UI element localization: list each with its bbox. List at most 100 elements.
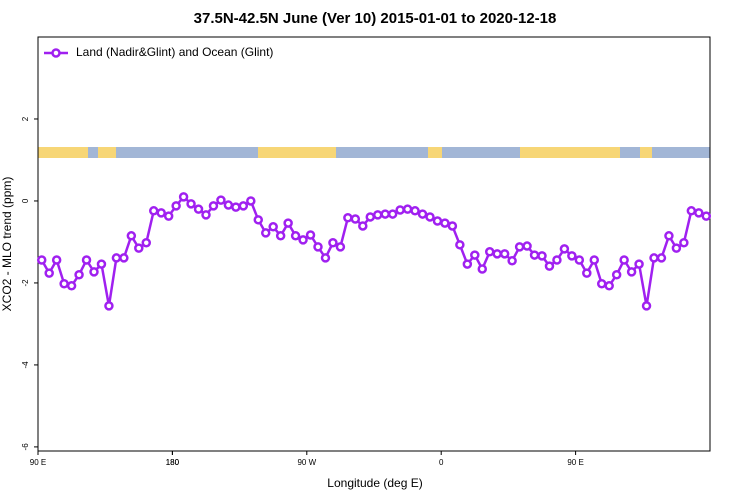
data-point [387,209,398,219]
data-point [395,205,405,215]
y-axis-label: XCO2 - MLO trend (ppm) [0,177,14,312]
data-point [537,251,547,261]
data-point [134,243,144,253]
data-point [679,238,689,248]
data-point [275,231,286,241]
data-point [611,269,622,280]
data-point [36,255,47,265]
data-point [567,251,577,261]
data-point [328,238,338,248]
data-point [66,281,77,291]
data-point [298,235,308,245]
map-strip [38,147,710,158]
y-tick-label: -6 [21,443,30,451]
data-point [641,301,652,311]
data-point [470,250,480,260]
data-point [499,249,510,259]
data-point [417,209,428,219]
data-point [313,242,323,252]
data-point [350,214,361,224]
data-point [559,244,570,254]
data-point [522,241,532,251]
data-point [171,201,181,211]
y-tick-label: 2 [21,116,30,121]
y-tick-label: -4 [21,361,30,369]
data-point [664,231,674,241]
data-point [694,208,704,218]
data-point [492,249,502,259]
data-point [141,238,152,248]
data-point [604,281,614,291]
data-point [51,255,62,265]
data-point [529,250,540,260]
data-point [231,202,241,212]
data-point [305,230,316,240]
data-point [156,208,166,218]
x-tick-label: 90 W [297,458,316,467]
data-point [193,204,204,214]
data-point [514,242,525,252]
data-point [410,206,420,216]
data-point [462,259,473,269]
data-point [626,267,637,277]
data-point [260,228,271,238]
x-tick-label: 180 [166,458,180,467]
data-point [552,255,562,265]
data-point [119,253,129,263]
data-point [223,200,234,210]
data-point [440,218,450,228]
data-point [320,253,331,263]
data-point [596,279,607,289]
x-tick-label: 180 [166,458,180,467]
data-point [701,211,712,221]
data-point [649,253,659,263]
data-point [634,259,644,269]
data-point [447,221,458,231]
data-point [208,201,219,211]
data-point [163,211,174,221]
data-point [104,301,114,311]
data-point [380,209,390,219]
data-point [335,242,346,252]
data-point [290,231,301,241]
legend-marker [51,48,61,58]
x-tick-label: 90 E [30,458,46,467]
y-tick-label: -2 [21,279,30,287]
data-point [619,255,629,265]
legend-label: Land (Nadir&Glint) and Ocean (Glint) [76,45,273,59]
data-point [126,231,137,241]
data-point [507,256,517,266]
data-point [455,240,465,250]
data-point [74,269,84,280]
data-point [372,210,383,220]
chart-title: 37.5N-42.5N June (Ver 10) 2015-01-01 to … [194,10,557,27]
plot-frame [37,36,711,452]
data-point [477,264,488,274]
data-point [238,201,249,211]
data-point [671,243,682,253]
data-point [253,215,264,225]
data-point [186,199,196,209]
data-point [425,212,435,222]
data-point [432,216,443,226]
data-point [283,218,293,228]
data-point [59,279,69,289]
data-point [201,210,211,220]
x-axis-label: Longitude (deg E) [327,476,422,490]
data-point [365,212,376,222]
data-point [96,259,107,269]
data-point [178,192,189,202]
data-point [44,268,54,278]
data-point [582,268,592,278]
x-tick-label: 90 E [567,458,583,467]
data-point [216,195,226,205]
data-point [686,206,697,216]
x-tick-label: 0 [439,458,444,467]
data-point [402,204,413,214]
data-point [656,253,667,263]
data-point [574,255,585,265]
data-point [544,261,555,271]
data-point [268,222,278,232]
data-point [358,221,368,231]
